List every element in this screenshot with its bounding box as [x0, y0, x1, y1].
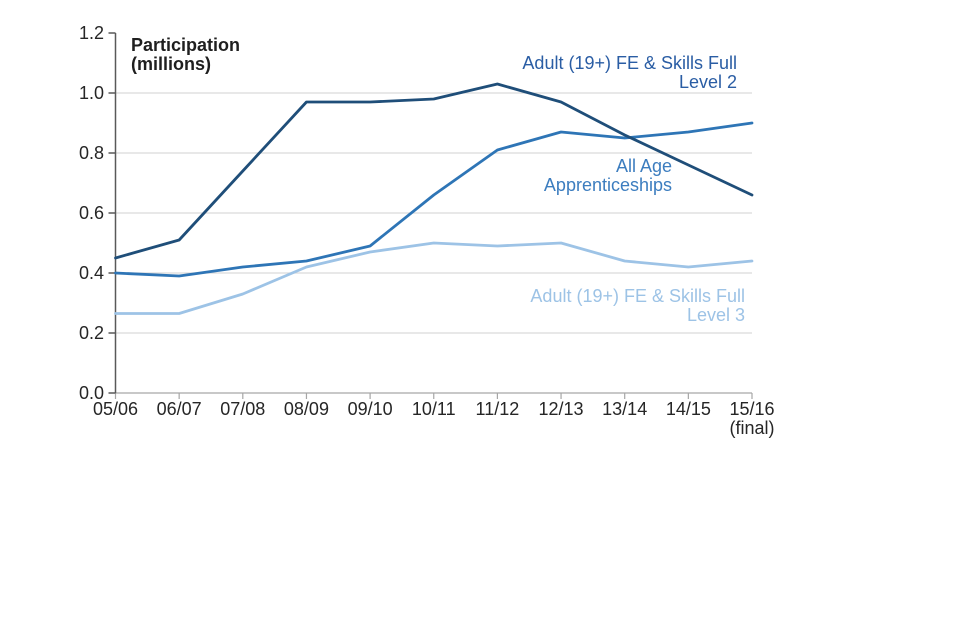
y-tick-label: 0.0 [78, 383, 104, 403]
y-tick-label: 0.4 [78, 263, 104, 283]
series-label-level3: Adult (19+) FE & Skills Full Level 3 [530, 286, 745, 325]
x-tick-label: 12/13 [538, 399, 584, 419]
x-tick-label: 09/10 [347, 399, 393, 419]
y-tick-label: 1.2 [78, 23, 104, 43]
chart-title: Participation (millions) [131, 35, 241, 74]
x-tick-label: 05/06 [92, 399, 139, 419]
data-line-adult-19-fe-skills-full-level-2 [114, 82, 754, 260]
x-tick-label: 15/16 (final) [729, 399, 775, 438]
series-label-apprenticeships: All Age Apprenticeships [543, 156, 672, 195]
series-label-level2: Adult (19+) FE & Skills Full Level 2 [522, 53, 737, 92]
y-tick-label: 0.8 [78, 143, 104, 163]
x-tick-label: 06/07 [156, 399, 202, 419]
y-tick-label: 0.2 [78, 323, 104, 343]
x-tick-label: 08/09 [283, 399, 329, 419]
x-tick-label: 10/11 [411, 399, 456, 419]
x-tick-label: 14/15 [665, 399, 711, 419]
data-line-all-age-apprenticeships [114, 121, 754, 278]
y-tick-label: 0.6 [78, 203, 104, 223]
data-line-adult-19-fe-skills-full-level-3 [114, 241, 754, 315]
x-tick-label: 11/12 [475, 399, 520, 419]
y-tick-label: 1.0 [78, 83, 104, 103]
x-tick-label: 07/08 [220, 399, 266, 419]
x-tick-label: 13/14 [602, 399, 648, 419]
